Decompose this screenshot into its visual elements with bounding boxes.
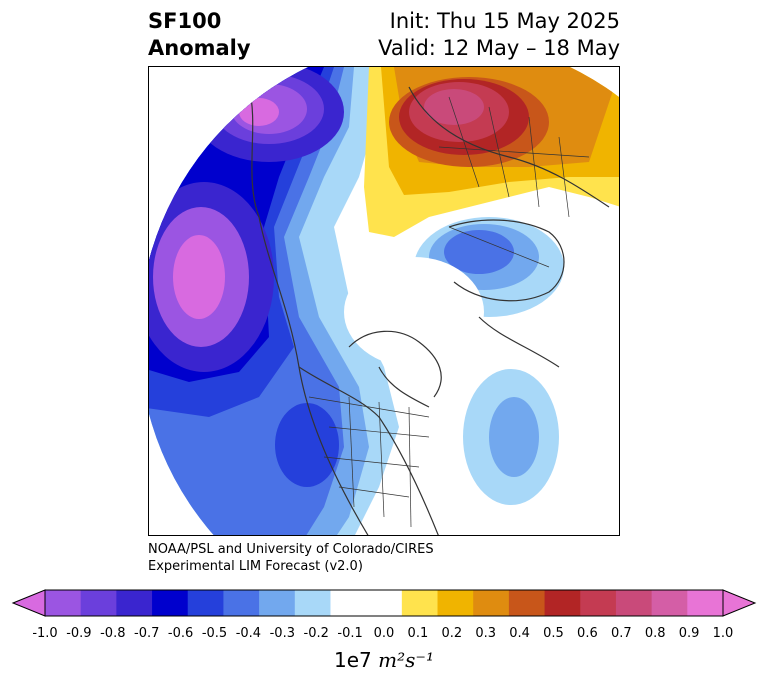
colorbar-tick-label: -0.2 <box>303 626 329 641</box>
colorbar-tick-label: 0.2 <box>441 626 463 641</box>
colorbar-tick-label: 0.5 <box>543 626 564 641</box>
negative-core-us <box>275 403 339 487</box>
colorbar-tick-label: 0.8 <box>644 626 666 641</box>
valid-range: Valid: 12 May – 18 May <box>378 36 620 60</box>
colorbar-tick-label: 0.6 <box>577 626 598 641</box>
colorbar-tick-label: -0.7 <box>134 626 160 641</box>
colorbar-tick-label: -0.1 <box>337 626 363 641</box>
title-type: Anomaly <box>148 36 251 60</box>
colorbar-cell <box>116 590 153 616</box>
colorbar-cell <box>651 590 688 616</box>
colorbar-cell <box>152 590 189 616</box>
colorbar-tick-label: -0.8 <box>100 626 126 641</box>
colorbar-tick-label: -0.6 <box>167 626 194 641</box>
colorbar-tick-label: 0.4 <box>509 626 530 641</box>
colorbar-tick-label: -1.0 <box>32 626 58 641</box>
colorbar-cell <box>580 590 617 616</box>
coastlines <box>248 86 610 535</box>
colorbar-cell <box>366 590 403 616</box>
colorbar-cell <box>294 590 331 616</box>
borders <box>308 96 590 528</box>
credit-line1: NOAA/PSL and University of Colorado/CIRE… <box>148 542 434 557</box>
anomaly-map <box>149 67 619 535</box>
neutral-polar-region <box>344 257 484 367</box>
title-left: SF100 Anomaly <box>148 8 251 62</box>
colorbar-cell <box>508 590 546 616</box>
colorbar-cell <box>187 590 224 616</box>
units-prefix: 1e7 <box>334 648 372 672</box>
colorbar-over-arrow <box>722 589 757 617</box>
colorbar-tick-label: -0.4 <box>235 626 262 641</box>
colorbar-under-arrow <box>11 589 46 617</box>
colorbar-units: 1e7 m²s⁻¹ <box>0 648 768 672</box>
colorbar-cell <box>45 590 82 616</box>
colorbar-tick-label: 0.0 <box>373 626 395 641</box>
title-variable: SF100 <box>148 9 222 33</box>
colorbar-ticks: -1.0 -0.9 -0.8 -0.7 -0.6 -0.5 -0.4 -0.3 -0.2 -0.1… <box>0 626 768 644</box>
colorbar-tick-label: -0.3 <box>269 626 295 641</box>
colorbar-tick-label: 0.9 <box>678 626 700 641</box>
colorbar-cell <box>687 590 724 616</box>
colorbar <box>11 589 757 617</box>
colorbar-cell <box>401 590 439 616</box>
init-date: Init: Thu 15 May 2025 <box>389 9 620 33</box>
colorbar-cell <box>80 590 117 616</box>
colorbar-cell <box>473 590 510 616</box>
title-right: Init: Thu 15 May 2025 Valid: 12 May – 18… <box>378 8 620 62</box>
colorbar-cell <box>330 590 367 616</box>
colorbar-tick-label: 0.7 <box>610 626 632 641</box>
colorbar-cell <box>544 590 581 616</box>
colorbar-tick-label: 1.0 <box>712 626 734 641</box>
map-panel <box>148 66 620 536</box>
credit-line2: Experimental LIM Forecast (v2.0) <box>148 559 363 574</box>
credit: NOAA/PSL and University of Colorado/CIRE… <box>148 541 434 575</box>
colorbar-tick-label: 0.3 <box>475 626 497 641</box>
colorbar-cell <box>437 590 474 616</box>
units-expression: m²s⁻¹ <box>378 648 434 672</box>
colorbar-cell <box>223 590 260 616</box>
colorbar-cell <box>259 590 296 616</box>
colorbar-tick-label: -0.5 <box>201 626 228 641</box>
colorbar-tick-label: 0.1 <box>407 626 429 641</box>
colorbar-cell <box>615 590 653 616</box>
colorbar-tick-label: -0.9 <box>66 626 92 641</box>
